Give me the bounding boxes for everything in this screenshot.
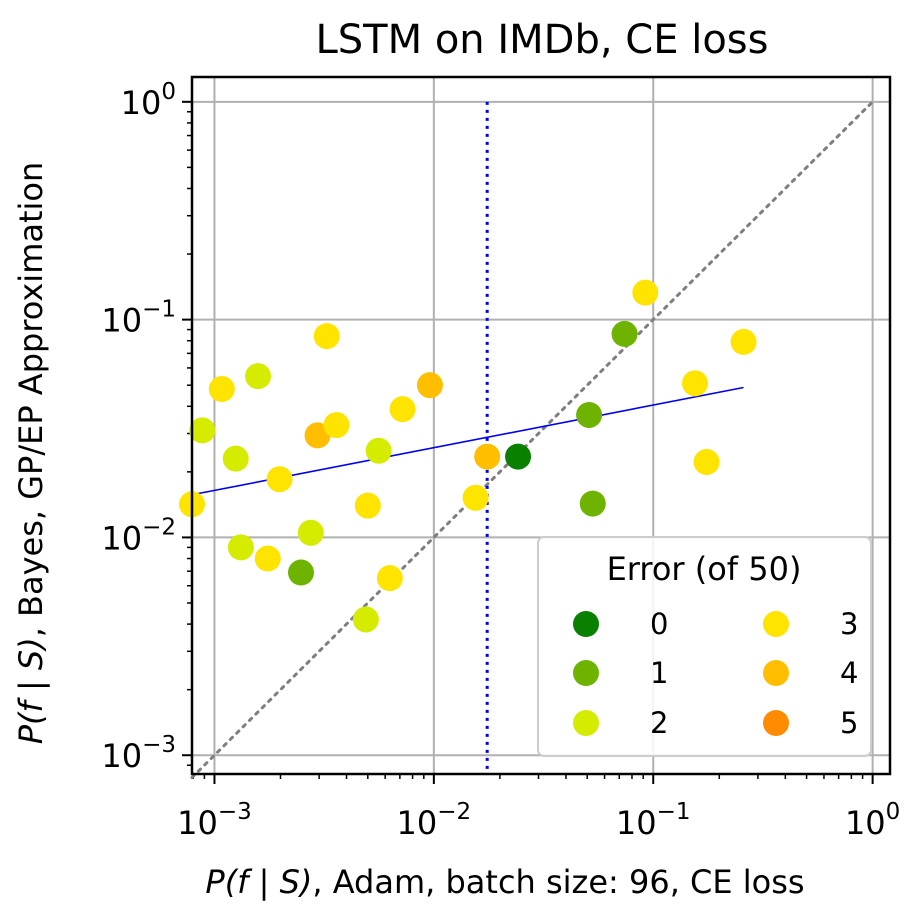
- y-tick-label: 10−1: [101, 297, 176, 340]
- data-point-error-2: [189, 417, 216, 444]
- x-axis-label: P(f | S), Adam, batch size: 96, CE loss: [205, 863, 804, 901]
- major-ticks: [182, 100, 874, 784]
- data-point-error-1: [579, 490, 606, 517]
- data-point-error-3: [254, 545, 281, 572]
- legend-marker-error-0: [573, 611, 599, 637]
- data-point-error-3: [693, 448, 720, 475]
- legend-marker-error-1: [573, 660, 599, 686]
- legend-label: 5: [840, 706, 858, 740]
- chart-title: LSTM on IMDb, CE loss: [316, 17, 769, 63]
- data-point-error-4: [304, 422, 331, 449]
- y-tick-label: 100: [121, 79, 176, 122]
- data-point-error-4: [474, 443, 501, 470]
- data-point-error-2: [222, 445, 249, 472]
- data-point-error-3: [730, 328, 757, 355]
- y-axis-label: P(f | S), Bayes, GP/EP Approximation: [12, 162, 50, 745]
- data-points: [179, 279, 757, 633]
- legend-marker-error-3: [763, 611, 789, 637]
- y-tick-labels: 10−3 10−2 10−1 100: [101, 79, 176, 775]
- x-tick-labels: 10−3 10−2 10−1 100: [177, 799, 900, 842]
- data-point-error-3: [376, 565, 403, 592]
- legend-title: Error (of 50): [607, 550, 802, 588]
- y-tick-label: 10−3: [101, 732, 176, 775]
- legend-label: 2: [650, 706, 668, 740]
- data-point-error-4: [416, 372, 443, 399]
- data-point-error-2: [227, 534, 254, 561]
- legend: Error (of 50) 0 1 2 3 4 5: [537, 536, 872, 757]
- data-point-error-1: [611, 320, 638, 347]
- data-point-error-2: [352, 606, 379, 633]
- y-tick-label: 10−2: [101, 514, 176, 557]
- data-point-error-3: [266, 466, 293, 493]
- data-point-error-3: [354, 492, 381, 519]
- data-point-error-1: [576, 401, 603, 428]
- legend-label: 0: [650, 607, 668, 641]
- x-tick-label: 10−3: [177, 799, 252, 842]
- identity-line: [190, 100, 875, 780]
- data-point-error-2: [365, 437, 392, 464]
- data-point-error-2: [245, 363, 272, 390]
- x-tick-label: 10−2: [397, 799, 472, 842]
- data-point-error-3: [323, 412, 350, 439]
- legend-label: 4: [840, 656, 858, 690]
- x-tick-label: 100: [845, 799, 900, 842]
- data-point-error-3: [681, 370, 708, 397]
- data-point-error-3: [389, 396, 416, 423]
- plot-frame: [190, 75, 892, 776]
- legend-marker-error-4: [763, 660, 789, 686]
- legend-box: [537, 536, 872, 757]
- data-point-error-2: [297, 519, 324, 546]
- legend-marker-error-5: [763, 710, 789, 736]
- data-point-error-3: [208, 376, 235, 403]
- legend-label: 1: [650, 656, 668, 690]
- legend-entries: 0 1 2 3 4 5: [573, 607, 858, 740]
- x-tick-label: 10−1: [616, 799, 691, 842]
- data-point-error-3: [462, 484, 489, 511]
- data-point-error-1: [287, 559, 314, 586]
- data-point-error-3: [632, 279, 659, 306]
- data-point-error-3: [313, 323, 340, 350]
- legend-label: 3: [840, 607, 858, 641]
- legend-marker-error-2: [573, 710, 599, 736]
- data-point-error-0: [505, 443, 532, 470]
